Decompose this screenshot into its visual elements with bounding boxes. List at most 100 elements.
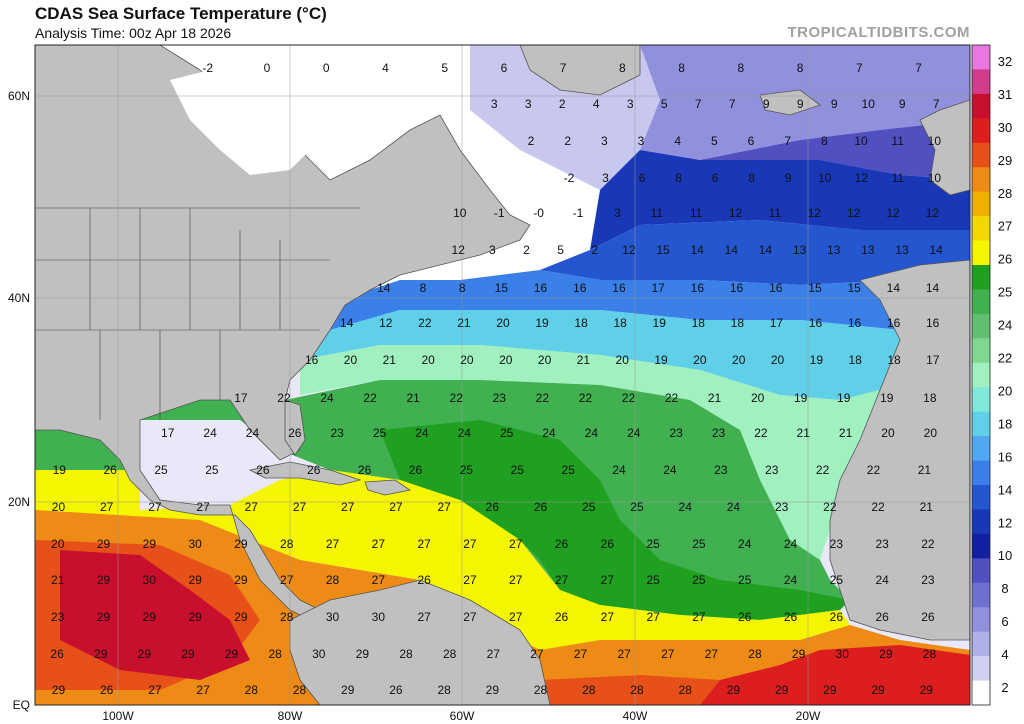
temperature-value: 28 [293, 683, 307, 697]
temperature-value: 2 [564, 134, 571, 148]
temperature-value: 8 [738, 61, 745, 75]
temperature-value: 20 [771, 353, 785, 367]
temperature-value: 19 [837, 391, 851, 405]
temperature-value: 26 [103, 463, 117, 477]
temperature-value: -0 [533, 206, 544, 220]
temperature-value: 23 [921, 573, 935, 587]
temperature-value: 6 [501, 61, 508, 75]
temperature-value: 27 [487, 647, 501, 661]
temperature-value: 11 [892, 171, 905, 185]
temperature-value: 17 [161, 426, 175, 440]
hispaniola-land [364, 479, 412, 496]
temperature-value: 29 [188, 573, 202, 587]
temperature-value: 29 [823, 683, 837, 697]
temperature-value: 27 [705, 647, 719, 661]
temperature-value: 26 [100, 683, 114, 697]
temperature-value: 7 [933, 97, 940, 111]
temperature-value: 22 [622, 391, 636, 405]
temperature-value: 26 [288, 426, 302, 440]
temperature-value: 29 [138, 647, 152, 661]
political-boundaries [35, 207, 360, 420]
temperature-value: 24 [738, 537, 752, 551]
colorbar-swatch [972, 362, 990, 388]
temperature-value: 11 [891, 134, 904, 148]
temperature-value: 3 [614, 206, 621, 220]
temperature-value: 4 [593, 97, 600, 111]
temperature-value: 28 [399, 647, 413, 661]
temperature-value: 24 [663, 463, 677, 477]
temperature-value: 27 [293, 500, 307, 514]
temperature-value: 23 [875, 537, 889, 551]
temperature-value: 19 [810, 353, 824, 367]
temperature-labels: -2 0 0 4 5 6 7 8 8 8 8 7 73 3 2 4 3 5 7 7 9 9 9 10 9 72 2 3 3 4 5 6 7 8 10… [50, 61, 943, 697]
temperature-value: 26 [921, 610, 935, 624]
temperature-value: 20 [751, 391, 765, 405]
temperature-value: 22 [823, 500, 837, 514]
temperature-value: 26 [601, 537, 615, 551]
temperature-value: 23 [765, 463, 779, 477]
brand-watermark: TROPICALTIDBITS.COM [787, 24, 970, 41]
temperature-value: 25 [830, 573, 844, 587]
temperature-value: 16 [534, 281, 548, 295]
colorbar-label: 14 [998, 482, 1012, 497]
temperature-value: 16 [809, 316, 823, 330]
temperature-value: 19 [654, 353, 668, 367]
temperature-value: 20 [52, 500, 66, 514]
temperature-value: 17 [926, 353, 940, 367]
ice-cover [170, 65, 320, 175]
temperature-value: 27 [196, 500, 210, 514]
temperature-value: 18 [574, 316, 588, 330]
south-america-land [289, 579, 551, 705]
temperature-value: 16 [730, 281, 744, 295]
colorbar-swatch [972, 436, 990, 462]
temperature-value: 25 [373, 426, 387, 440]
temperature-value: 26 [830, 610, 844, 624]
temperature-value: 24 [784, 537, 798, 551]
temperature-value: 16 [769, 281, 783, 295]
temperature-value: 25 [205, 463, 219, 477]
temperature-value: 16 [926, 316, 940, 330]
temperature-value: 21 [383, 353, 397, 367]
temperature-value: 8 [675, 171, 682, 185]
colorbar-swatch [972, 191, 990, 217]
temperature-value: 29 [486, 683, 500, 697]
temperature-value: 12 [622, 243, 636, 257]
temperature-value: 8 [797, 61, 804, 75]
temperature-value: 18 [848, 353, 862, 367]
temperature-value: 29 [727, 683, 741, 697]
temperature-value: 27 [196, 683, 210, 697]
colorbar-label: 22 [998, 351, 1012, 366]
temperature-value: 12 [808, 206, 822, 220]
temperature-value: 18 [692, 316, 706, 330]
temperature-value: 22 [871, 500, 885, 514]
temperature-value: 2 [528, 134, 535, 148]
temperature-value: -2 [564, 171, 575, 185]
temperature-value: 26 [307, 463, 321, 477]
temperature-value: 27 [417, 610, 431, 624]
colorbar-swatch [972, 167, 990, 193]
temperature-value: 27 [372, 573, 386, 587]
colorbar-swatch [972, 582, 990, 608]
temperature-value: 27 [661, 647, 675, 661]
axis-labels: 60N 40N 20N EQ 100W 80W 60W 40W 20W [8, 89, 821, 723]
temperature-value: 21 [839, 426, 853, 440]
temperature-value: 20 [693, 353, 707, 367]
temperature-value: 29 [181, 647, 195, 661]
temperature-value: 24 [415, 426, 429, 440]
lat-label: 40N [8, 291, 30, 305]
temperature-value: 3 [525, 97, 532, 111]
colorbar-label: 31 [998, 87, 1012, 102]
temperature-value: 16 [848, 316, 862, 330]
temperature-value: 9 [831, 97, 838, 111]
temperature-value: 20 [881, 426, 895, 440]
temperature-value: 29 [225, 647, 239, 661]
temperature-value: 21 [577, 353, 591, 367]
land-masses [35, 45, 970, 705]
temperature-value: 16 [305, 353, 319, 367]
temperature-value: 19 [653, 316, 667, 330]
temperature-value: 27 [692, 610, 706, 624]
temperature-value: 29 [792, 647, 806, 661]
temperature-value: 25 [154, 463, 168, 477]
temperature-value: 23 [775, 500, 789, 514]
colorbar: 32 31 30 29 28 27 26 25 24 22 20 18 16 14 12 10 8 6 4 2 [971, 44, 1012, 706]
